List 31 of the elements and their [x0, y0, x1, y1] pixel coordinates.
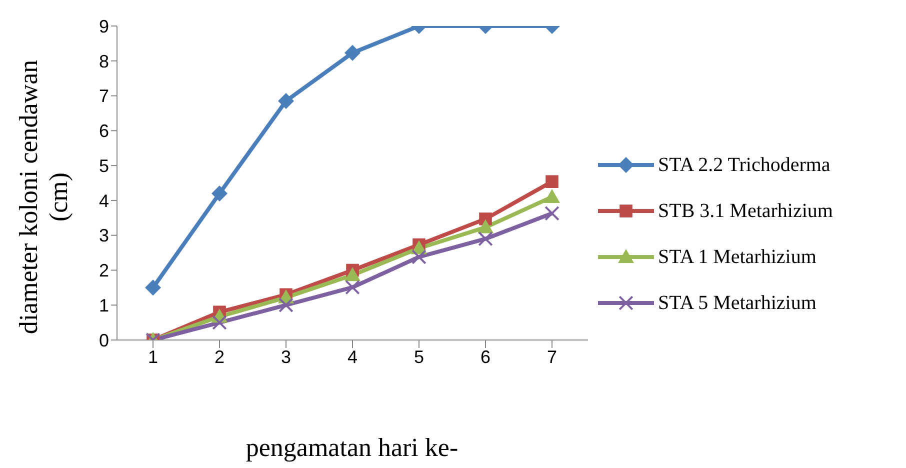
y-tick-label: 1 [98, 296, 109, 316]
point [278, 93, 294, 110]
x-tick-label: 3 [280, 346, 292, 367]
y-tick-label: 8 [98, 51, 109, 72]
point [478, 219, 494, 234]
y-tick-label: 7 [98, 86, 109, 106]
legend-label: STB 3.1 Metarhizium [658, 200, 833, 222]
point [212, 185, 228, 202]
point [344, 267, 360, 282]
x-axis-title: pengamatan hari ke- [244, 433, 460, 463]
y-axis-title: diameter koloni cendawan (cm) [14, 60, 74, 334]
point [145, 280, 161, 296]
x-tick-label: 6 [480, 346, 491, 367]
point [544, 188, 560, 203]
y-tick-label: 3 [98, 226, 109, 246]
legend-label: STA 2.2 Trichoderma [658, 154, 830, 176]
y-tick-label: 2 [98, 260, 109, 281]
y-tick-label: 9 [98, 16, 109, 36]
point [546, 175, 558, 188]
y-tick-label: 4 [98, 190, 109, 211]
x-tick-label: 7 [546, 346, 558, 367]
y-tick-label: 5 [98, 156, 109, 176]
y-tick-label: 6 [98, 121, 109, 142]
x-tick-label: 1 [148, 346, 158, 367]
legend-label: STA 1 Metarhizium [658, 246, 816, 268]
y-tick-label: 0 [98, 330, 109, 350]
x-tick-label: 2 [214, 346, 225, 367]
x-tick-label: 4 [347, 346, 358, 367]
x-tick-label: 5 [414, 346, 424, 367]
legend-label: STA 5 Metarhizium [658, 292, 816, 314]
point [344, 44, 360, 61]
